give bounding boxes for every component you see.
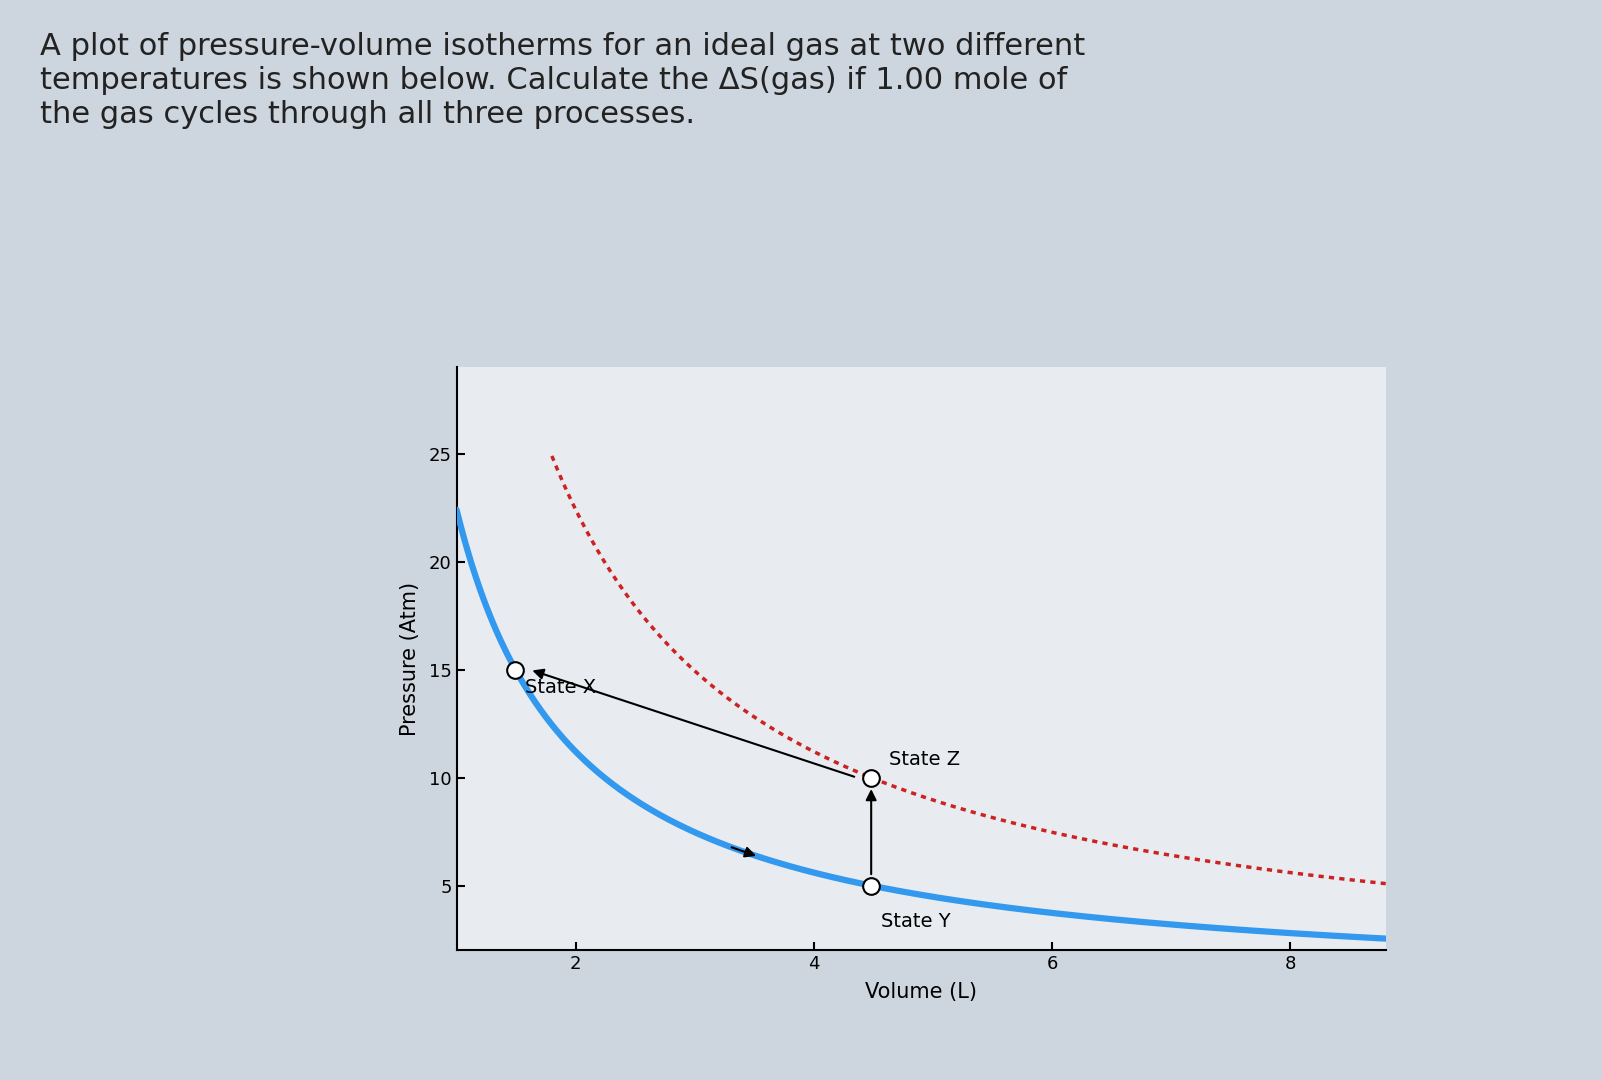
Y-axis label: Pressure (Atm): Pressure (Atm) bbox=[400, 582, 420, 735]
Text: State Z: State Z bbox=[889, 750, 960, 769]
X-axis label: Volume (L): Volume (L) bbox=[865, 982, 977, 1001]
Text: A plot of pressure-volume isotherms for an ideal gas at two different
temperatur: A plot of pressure-volume isotherms for … bbox=[40, 32, 1085, 129]
Text: State X: State X bbox=[525, 678, 596, 698]
Text: State Y: State Y bbox=[881, 912, 950, 931]
